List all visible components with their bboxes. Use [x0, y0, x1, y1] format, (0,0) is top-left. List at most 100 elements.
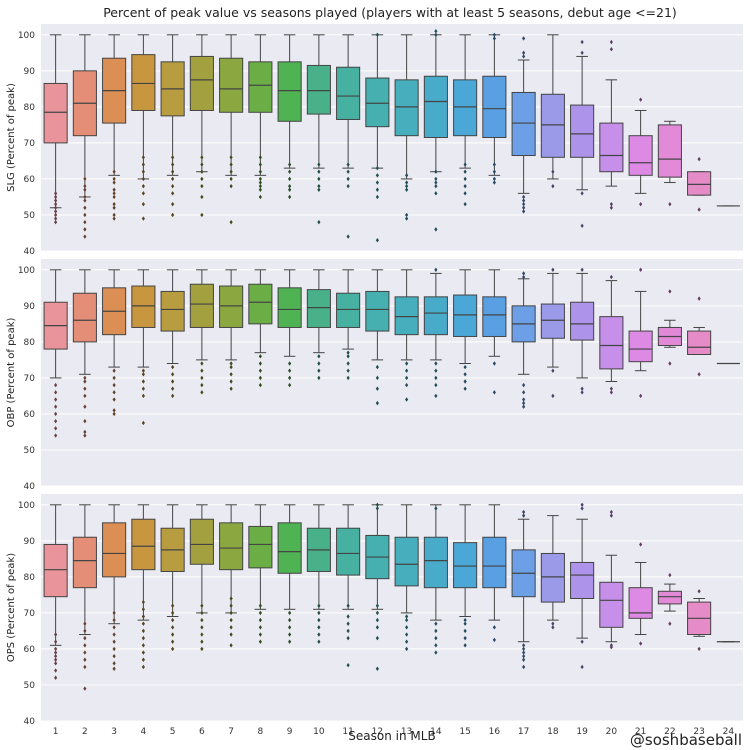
ops-box-season-4 — [131, 504, 156, 670]
obp-y-tick-label: 90 — [24, 302, 36, 312]
outlier-point — [141, 393, 145, 399]
outlier-point — [141, 216, 145, 221]
outlier-point — [405, 375, 409, 381]
slg-box-season-8 — [248, 34, 273, 200]
obp-box-season-9 — [277, 269, 302, 388]
outlier-point — [258, 194, 262, 200]
outlier-point — [229, 617, 233, 623]
obp-y-tick-label: 80 — [24, 338, 36, 348]
outlier-point — [112, 390, 116, 395]
obp-box-season-6 — [189, 269, 214, 395]
outlier-point — [200, 390, 204, 395]
outlier-point — [112, 216, 116, 221]
outlier-point — [434, 361, 438, 366]
outlier-point — [141, 191, 145, 196]
ops-box-season-6 — [189, 504, 214, 652]
iqr-box — [394, 79, 419, 137]
outlier-point — [463, 169, 467, 174]
outlier-point — [54, 219, 58, 225]
outlier-point — [141, 614, 145, 619]
slg-panel: 40 50 60 70 80 90 100 SLG (Percent of peak) — [6, 24, 743, 257]
outlier-point — [346, 354, 350, 359]
iqr-box — [540, 303, 565, 339]
outlier-point — [229, 361, 233, 366]
outlier-point — [434, 643, 438, 648]
outlier-point — [346, 614, 350, 619]
x-tick-label: 6 — [199, 727, 205, 737]
outlier-point — [463, 635, 467, 641]
outlier-point — [668, 361, 672, 366]
outlier-point — [317, 610, 321, 616]
outlier-point — [83, 198, 87, 203]
outlier-point — [580, 386, 584, 391]
outlier-point — [639, 641, 643, 646]
outlier-point — [522, 646, 526, 652]
outlier-point — [522, 650, 526, 655]
outlier-point — [551, 267, 555, 273]
iqr-box — [219, 57, 244, 113]
outlier-point — [375, 400, 379, 406]
ops-box-season-13 — [394, 504, 419, 652]
outlier-point — [112, 180, 116, 185]
outlier-point — [375, 173, 379, 178]
outlier-point — [112, 375, 116, 381]
outlier-point — [522, 390, 526, 395]
outlier-point — [405, 614, 409, 619]
outlier-point — [317, 639, 321, 644]
outlier-point — [697, 296, 701, 301]
outlier-point — [609, 47, 613, 52]
obp-box-season-4 — [131, 269, 156, 426]
outlier-point — [463, 379, 467, 384]
outlier-point — [54, 404, 58, 409]
slg-box-season-23 — [687, 156, 712, 212]
outlier-point — [229, 183, 233, 189]
x-tick-label: 15 — [459, 727, 470, 737]
ops-box-season-11 — [336, 504, 361, 668]
outlier-point — [83, 621, 87, 626]
outlier-point — [609, 201, 613, 207]
outlier-point — [200, 603, 204, 608]
ops-y-tick-label: 40 — [24, 717, 36, 727]
outlier-point — [434, 227, 438, 232]
obp-box-season-2 — [72, 269, 97, 438]
outlier-point — [171, 169, 175, 174]
iqr-box — [511, 91, 536, 157]
ops-y-axis-label: OPS (Percent of peak) — [6, 553, 17, 662]
outlier-point — [112, 408, 116, 413]
iqr-box — [423, 296, 448, 336]
outlier-point — [200, 162, 204, 167]
outlier-point — [434, 191, 438, 196]
outlier-point — [522, 382, 526, 388]
outlier-point — [346, 162, 350, 167]
outlier-point — [375, 603, 379, 608]
outlier-point — [112, 212, 116, 218]
iqr-box — [306, 64, 331, 115]
iqr-box — [394, 296, 419, 336]
outlier-point — [639, 393, 643, 399]
outlier-point — [288, 176, 292, 182]
outlier-point — [317, 368, 321, 373]
iqr-box — [482, 536, 507, 589]
outlier-point — [112, 625, 116, 630]
outlier-point — [200, 639, 204, 644]
outlier-point — [522, 54, 526, 59]
iqr-box — [657, 124, 682, 178]
outlier-point — [54, 194, 58, 200]
outlier-point — [54, 397, 58, 402]
outlier-point — [317, 617, 321, 623]
outlier-point — [522, 201, 526, 207]
outlier-point — [522, 274, 526, 280]
slg-box-season-22 — [657, 120, 682, 207]
obp-box-season-10 — [306, 269, 331, 381]
outlier-point — [112, 368, 116, 373]
outlier-point — [317, 219, 321, 225]
iqr-box — [599, 581, 624, 628]
iqr-box — [248, 525, 273, 569]
x-tick-label: 14 — [430, 727, 442, 737]
iqr-box — [189, 283, 214, 328]
obp-box-season-15 — [453, 269, 478, 391]
outlier-point — [492, 36, 496, 41]
ops-box-season-3 — [102, 504, 127, 671]
outlier-point — [288, 639, 292, 644]
outlier-point — [229, 625, 233, 630]
